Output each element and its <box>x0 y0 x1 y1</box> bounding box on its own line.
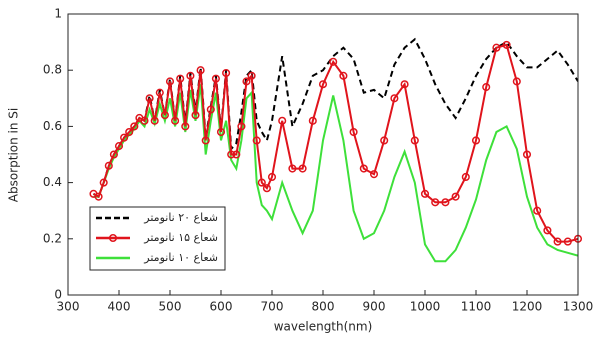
plot-frame <box>67 13 579 296</box>
series-marker <box>227 150 236 159</box>
series-marker <box>211 74 220 83</box>
y-tick-label: 0.6 <box>43 119 62 133</box>
series-marker <box>242 77 251 86</box>
series-marker <box>543 226 552 235</box>
series-marker <box>451 192 460 201</box>
series-marker <box>329 57 338 66</box>
x-tick-label: 1100 <box>461 300 492 314</box>
series-marker <box>145 94 154 103</box>
series-marker <box>216 127 226 137</box>
series-marker <box>359 164 368 173</box>
series-marker <box>181 122 190 131</box>
series-marker <box>247 71 256 80</box>
x-tick-label: 1200 <box>512 300 543 314</box>
series-marker <box>492 43 501 52</box>
series-marker <box>420 189 430 198</box>
series-marker <box>318 80 328 89</box>
series-marker <box>278 116 287 125</box>
series-marker <box>237 122 246 131</box>
series-marker <box>461 172 470 182</box>
series-marker <box>369 170 379 179</box>
series-marker <box>99 178 108 187</box>
series-marker <box>201 136 210 145</box>
series-marker <box>349 127 358 137</box>
series-marker <box>120 133 129 142</box>
series-marker <box>114 142 124 151</box>
series-marker <box>125 127 134 137</box>
series-marker <box>191 111 200 120</box>
x-tick-label: 1000 <box>410 300 441 314</box>
series-marker <box>171 116 180 125</box>
series-marker <box>176 74 185 83</box>
y-tick-label: 0 <box>54 288 62 302</box>
series-marker <box>502 40 511 49</box>
series-marker <box>206 105 215 114</box>
series-marker <box>140 116 149 125</box>
y-tick-label: 0.8 <box>43 63 62 77</box>
y-axis-label: Absorption in Si <box>7 108 21 202</box>
x-tick-label: 900 <box>363 300 386 314</box>
series-marker <box>308 116 317 125</box>
x-axis-label: wavelength(nm) <box>274 320 373 334</box>
series-marker <box>109 150 118 159</box>
series-marker <box>380 136 389 145</box>
series-marker <box>267 172 277 182</box>
series-marker <box>150 116 159 125</box>
series-marker <box>553 237 562 246</box>
series-marker <box>522 150 532 159</box>
series-marker <box>232 150 241 159</box>
series-marker <box>222 68 231 78</box>
x-tick-label: 400 <box>108 300 131 314</box>
series-marker <box>262 184 271 193</box>
series-marker <box>104 161 113 170</box>
series-marker <box>160 111 169 120</box>
series-marker <box>410 136 419 145</box>
series-marker <box>130 122 139 131</box>
series-marker <box>400 80 409 89</box>
x-tick-label: 300 <box>57 300 80 314</box>
series-marker <box>196 66 205 75</box>
legend-label: شعاع ۲۰ نانومتر <box>143 211 218 224</box>
legend-marker <box>108 233 118 243</box>
x-tick-label: 500 <box>159 300 182 314</box>
series-marker <box>165 77 175 86</box>
series-marker <box>471 136 481 145</box>
series-marker <box>563 237 572 246</box>
series-marker <box>298 164 307 173</box>
x-tick-label: 600 <box>210 300 233 314</box>
series-marker <box>155 88 164 97</box>
legend-label: شعاع ۱۵ نانومتر <box>143 231 218 244</box>
series-marker <box>339 71 348 80</box>
series-marker <box>390 94 399 103</box>
x-tick-label: 700 <box>261 300 284 314</box>
y-tick-label: 0.2 <box>43 231 62 245</box>
y-tick-label: 0.4 <box>43 175 62 189</box>
series-marker <box>512 77 521 86</box>
series-marker <box>186 71 195 80</box>
series-marker <box>252 136 261 145</box>
series-marker <box>288 164 297 173</box>
series-marker <box>441 198 450 207</box>
series-line <box>93 84 578 263</box>
y-tick-label: 1 <box>54 7 62 21</box>
series-marker <box>257 178 266 187</box>
x-tick-label: 800 <box>312 300 335 314</box>
legend-label: شعاع ۱۰ نانومتر <box>143 251 218 264</box>
series-marker <box>94 192 103 201</box>
series-marker <box>533 206 542 215</box>
x-tick-label: 1300 <box>563 300 594 314</box>
series-marker <box>482 83 491 92</box>
series-marker <box>431 198 440 207</box>
